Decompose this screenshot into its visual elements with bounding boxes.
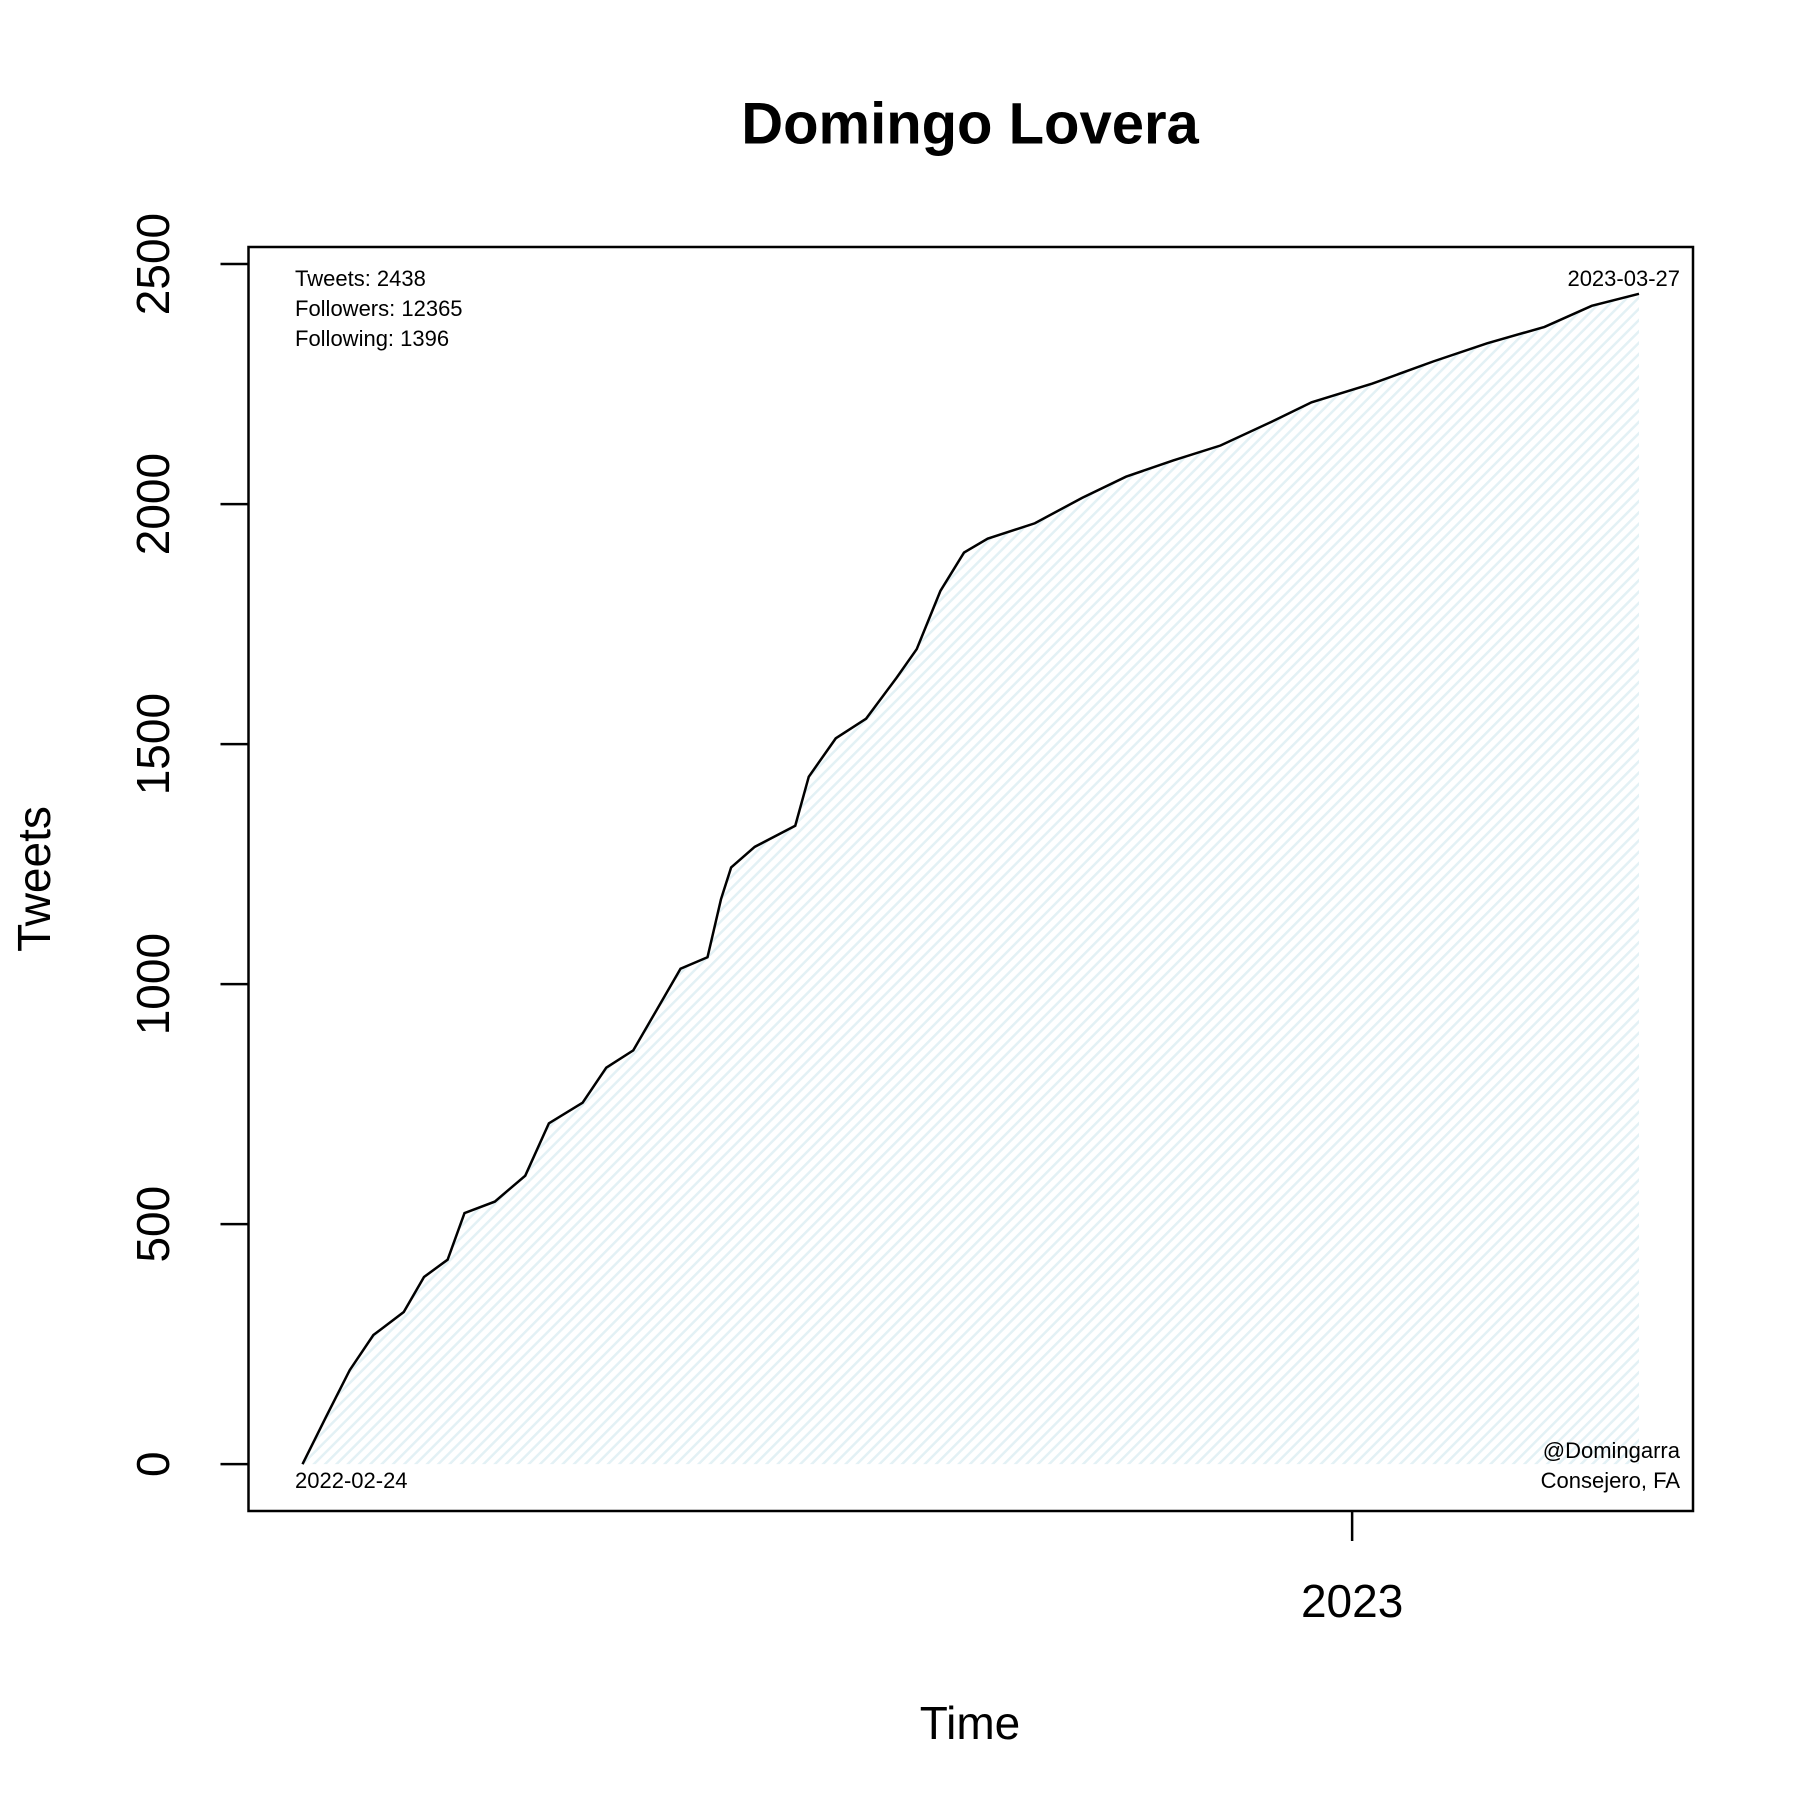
y-tick-label: 1000 bbox=[127, 933, 179, 1035]
chart-title: Domingo Lovera bbox=[741, 91, 1199, 156]
annotation: Consejero, FA bbox=[1541, 1468, 1681, 1493]
area bbox=[302, 293, 1639, 1465]
annotation: 2022-02-24 bbox=[295, 1468, 408, 1493]
y-tick-label: 2000 bbox=[127, 453, 179, 555]
line bbox=[301, 292, 1640, 1465]
annotation: 2023-03-27 bbox=[1567, 266, 1680, 291]
y-axis-label: Tweets bbox=[8, 806, 60, 952]
x-axis-label: Time bbox=[920, 1697, 1021, 1749]
plot-frame bbox=[247, 245, 1695, 1513]
y-tick-label: 1500 bbox=[127, 693, 179, 795]
y-tick-label: 500 bbox=[127, 1186, 179, 1263]
annotation: Following: 1396 bbox=[295, 326, 449, 351]
annotation: Tweets: 2438 bbox=[295, 266, 426, 291]
y-tick-label: 2500 bbox=[127, 213, 179, 315]
x-tick-label: 2023 bbox=[1301, 1575, 1403, 1627]
annotation: @Domingarra bbox=[1543, 1438, 1681, 1463]
y-tick-label: 0 bbox=[127, 1451, 179, 1477]
annotation: Followers: 12365 bbox=[295, 296, 463, 321]
